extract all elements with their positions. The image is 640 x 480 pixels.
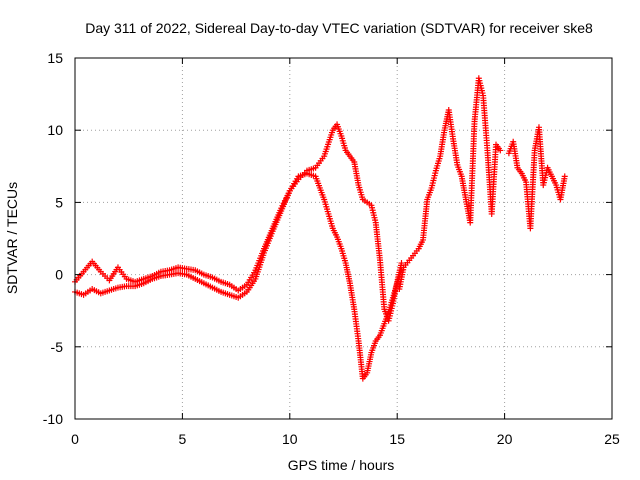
y-tick-label: 5 [55, 194, 63, 210]
y-tick-label: -10 [43, 411, 63, 427]
data-point [561, 173, 568, 180]
x-axis-label: GPS time / hours [288, 457, 395, 473]
tick-labels: 0 5 10 15 20 25 -10 -5 0 5 10 15 [43, 50, 620, 447]
data-point [398, 260, 405, 267]
plot-frame [74, 57, 613, 420]
y-tick-label: 10 [47, 122, 63, 138]
series-2 [72, 170, 405, 382]
y-axis-label: SDTVAR / TECUs [4, 182, 20, 294]
data-points [72, 75, 568, 382]
x-tick-label: 25 [604, 431, 620, 447]
x-tick-label: 5 [179, 431, 187, 447]
y-tick-label: 15 [47, 50, 63, 66]
chart-title: Day 311 of 2022, Sidereal Day-to-day VTE… [85, 20, 593, 36]
x-tick-label: 20 [497, 431, 513, 447]
axis-ticks [74, 57, 613, 420]
data-point [497, 147, 504, 154]
y-tick-label: 0 [55, 267, 63, 283]
grid-lines [75, 58, 612, 419]
series-4 [505, 124, 568, 232]
x-tick-label: 0 [71, 431, 79, 447]
series-3 [396, 75, 504, 293]
y-tick-label: -5 [51, 339, 64, 355]
x-tick-label: 10 [282, 431, 298, 447]
x-tick-label: 15 [389, 431, 405, 447]
